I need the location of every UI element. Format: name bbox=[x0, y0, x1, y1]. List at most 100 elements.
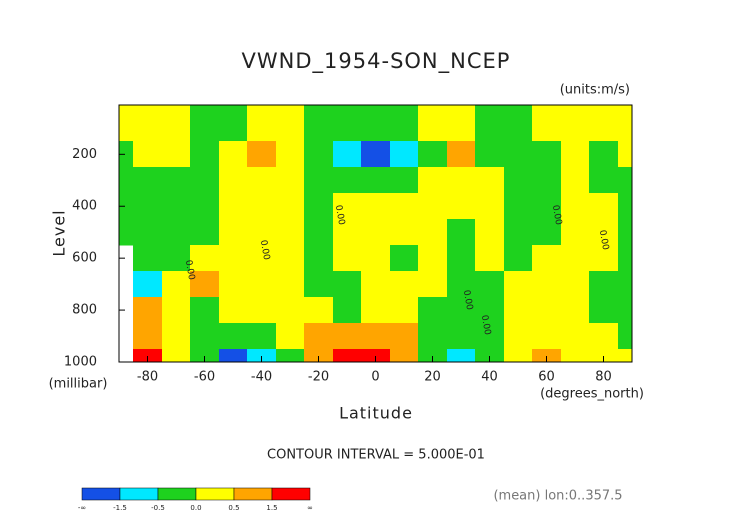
contour-cell bbox=[276, 323, 305, 350]
contour-cell bbox=[589, 349, 619, 363]
y-tick-label: 200 bbox=[72, 147, 97, 162]
contour-cell bbox=[589, 167, 619, 194]
contour-cell bbox=[447, 141, 476, 168]
contour-cell bbox=[390, 193, 419, 220]
contour-cell bbox=[390, 245, 419, 272]
contour-cell bbox=[447, 297, 476, 324]
contour-cell bbox=[247, 297, 277, 324]
contour-label: 0.00 bbox=[479, 314, 492, 336]
contour-cell bbox=[190, 271, 220, 298]
contour-cell bbox=[561, 245, 590, 272]
contour-cell bbox=[219, 141, 248, 168]
contour-cell bbox=[133, 193, 163, 220]
contour-cell bbox=[504, 271, 533, 298]
contour-cell bbox=[162, 271, 191, 298]
contour-cell bbox=[190, 245, 220, 272]
contour-label: 0.00 bbox=[461, 289, 474, 311]
x-tick-label: 0 bbox=[371, 370, 379, 385]
contour-cell bbox=[418, 193, 448, 220]
contour-cell bbox=[475, 141, 505, 168]
contour-cell bbox=[119, 193, 134, 220]
contour-cell bbox=[219, 297, 248, 324]
contour-cell bbox=[133, 297, 163, 324]
contour-cell bbox=[133, 323, 163, 350]
contour-cell bbox=[304, 141, 334, 168]
contour-cell bbox=[133, 245, 163, 272]
contour-cell bbox=[475, 271, 505, 298]
contour-cell bbox=[162, 219, 191, 246]
contour-cell bbox=[447, 219, 476, 246]
x-axis-label: Latitude bbox=[339, 404, 413, 423]
contour-cell bbox=[618, 271, 633, 298]
contour-cell bbox=[475, 167, 505, 194]
contour-cell bbox=[333, 105, 362, 142]
contour-cell bbox=[447, 193, 476, 220]
contour-cell bbox=[390, 141, 419, 168]
contour-cell bbox=[133, 271, 163, 298]
y-axis-label: Level bbox=[50, 209, 69, 256]
contour-cell bbox=[532, 323, 562, 350]
contour-cell bbox=[589, 297, 619, 324]
contour-cell bbox=[418, 323, 448, 350]
contour-cell bbox=[304, 271, 334, 298]
colorbar-label: -1.5 bbox=[113, 504, 127, 512]
contour-cell bbox=[561, 323, 590, 350]
contour-cell bbox=[276, 219, 305, 246]
colorbar-box bbox=[157, 487, 197, 501]
contour-cell bbox=[390, 323, 419, 350]
contour-cell bbox=[418, 297, 448, 324]
contour-cell bbox=[219, 349, 248, 363]
contour-cell bbox=[162, 141, 191, 168]
contour-cell bbox=[618, 219, 633, 246]
contour-cell bbox=[618, 297, 633, 324]
contour-cell bbox=[475, 219, 505, 246]
contour-cell bbox=[361, 141, 391, 168]
contour-cell bbox=[247, 167, 277, 194]
contour-cell bbox=[504, 349, 533, 363]
footnote: (mean) lon:0..357.5 bbox=[493, 489, 622, 504]
y-tick-label: 1000 bbox=[64, 355, 97, 370]
contour-cell bbox=[304, 245, 334, 272]
contour-cell bbox=[475, 349, 505, 363]
contour-cell bbox=[447, 105, 476, 142]
contour-cell bbox=[589, 141, 619, 168]
units: (units:m/s) bbox=[560, 83, 630, 98]
contour-cell bbox=[589, 271, 619, 298]
contour-cell bbox=[361, 193, 391, 220]
contour-cell bbox=[276, 141, 305, 168]
contour-cell bbox=[119, 219, 134, 246]
contour-cell bbox=[361, 297, 391, 324]
contour-cell bbox=[219, 245, 248, 272]
contour-cell bbox=[276, 167, 305, 194]
contour-cell bbox=[333, 245, 362, 272]
contour-cell bbox=[304, 349, 334, 363]
contour-cell bbox=[247, 349, 277, 363]
contour-cell bbox=[190, 105, 220, 142]
contour-cell bbox=[447, 245, 476, 272]
contour-cell bbox=[504, 245, 533, 272]
contour-cell bbox=[561, 271, 590, 298]
contour-cell bbox=[504, 105, 533, 142]
contour-cell bbox=[475, 245, 505, 272]
x-tick-label: 60 bbox=[538, 370, 555, 385]
contour-cell bbox=[361, 105, 391, 142]
contour-cell bbox=[333, 323, 362, 350]
contour-cell bbox=[390, 297, 419, 324]
contour-cell bbox=[504, 219, 533, 246]
contour-cell bbox=[219, 271, 248, 298]
contour-cell bbox=[133, 349, 163, 363]
contour-cell bbox=[561, 193, 590, 220]
contour-cell bbox=[532, 297, 562, 324]
contour-cell bbox=[276, 193, 305, 220]
colorbar-box bbox=[195, 487, 235, 501]
contour-interval: CONTOUR INTERVAL = 5.000E-01 bbox=[267, 448, 485, 463]
contour-cell bbox=[190, 141, 220, 168]
contour-cell bbox=[361, 245, 391, 272]
contour-cell bbox=[190, 323, 220, 350]
contour-cell bbox=[618, 141, 633, 168]
contour-cell bbox=[133, 167, 163, 194]
colorbar-end-label: -∞ bbox=[78, 504, 86, 512]
contour-cell bbox=[304, 105, 334, 142]
contour-cell bbox=[589, 323, 619, 350]
contour-cell bbox=[504, 141, 533, 168]
